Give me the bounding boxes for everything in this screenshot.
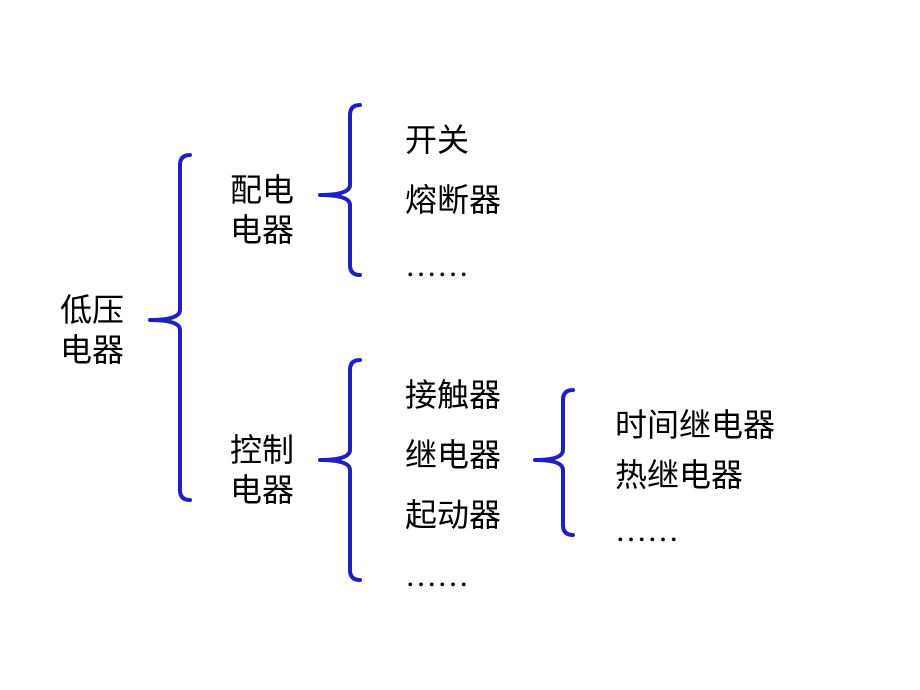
brace-1	[320, 105, 360, 275]
brace-3	[535, 390, 573, 535]
brace-root	[0, 0, 920, 690]
brace-0	[150, 155, 190, 500]
brace-2	[320, 360, 360, 580]
